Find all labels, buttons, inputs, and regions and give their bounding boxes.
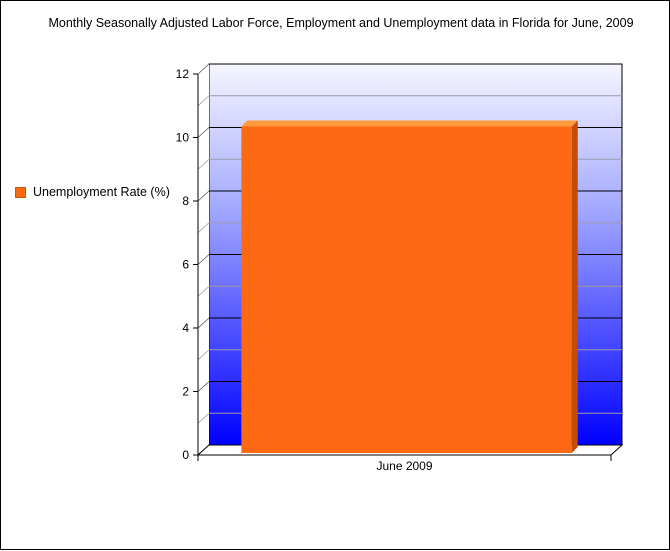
gridline-side — [197, 317, 210, 329]
legend-label: Unemployment Rate (%) — [33, 185, 170, 199]
bar-top — [241, 120, 578, 127]
gridline-side — [197, 254, 210, 265]
y-tick-label: 0 — [182, 448, 189, 462]
x-tick-label: June 2009 — [376, 459, 432, 473]
gridline-side — [197, 381, 210, 392]
y-tick-label: 12 — [176, 67, 190, 81]
y-tick-label: 6 — [182, 258, 189, 272]
y-tick-label: 8 — [182, 194, 189, 208]
gridline-minor-side — [197, 95, 210, 107]
y-tick-label: 10 — [176, 131, 190, 145]
legend-swatch — [15, 186, 26, 198]
legend: Unemployment Rate (%) — [15, 185, 170, 199]
y-tick-label: 2 — [182, 385, 189, 399]
gridline-minor-side — [197, 222, 210, 234]
gridline-side — [197, 127, 210, 138]
tick-labels: 0 2 4 6 8 10 12 June 2009 — [176, 67, 433, 473]
gridline-side — [197, 190, 210, 202]
bar-side — [571, 120, 578, 453]
gridline-minor-side — [197, 349, 210, 361]
gridline-minor-side — [197, 158, 210, 170]
gridline-minor-side — [197, 285, 210, 297]
chart-title: Monthly Seasonally Adjusted Labor Force,… — [48, 16, 634, 30]
y-tick-label: 4 — [182, 321, 189, 335]
bar — [241, 126, 572, 453]
gridline-minor-side — [197, 412, 210, 424]
bars — [241, 120, 578, 453]
gridline-side — [197, 63, 210, 75]
